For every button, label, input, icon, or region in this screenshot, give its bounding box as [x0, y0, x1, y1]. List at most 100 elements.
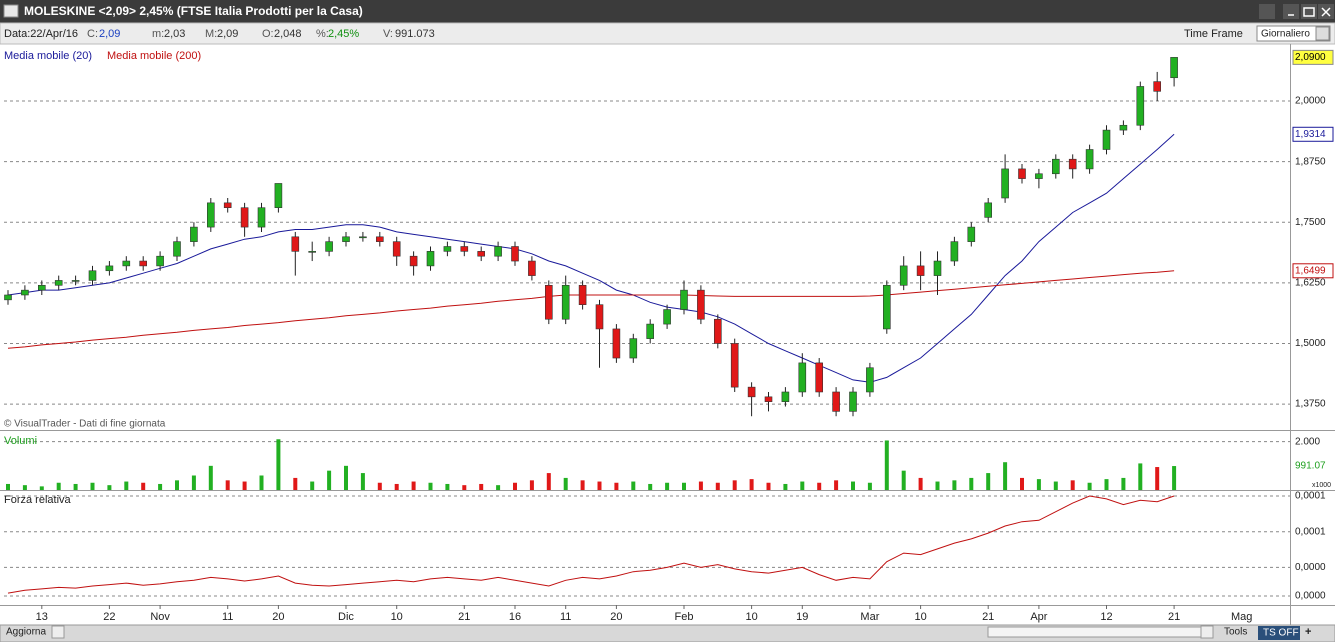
x-tick-label: 20: [610, 611, 622, 623]
volume-bar: [918, 477, 923, 490]
scroll-left[interactable]: [51, 625, 65, 639]
y-tick-label: 2.000: [1295, 436, 1320, 447]
candle-body: [426, 251, 435, 267]
x-tick-label: 10: [391, 611, 403, 623]
volume-bar: [107, 485, 112, 490]
last-value-label: 1,9314: [1295, 129, 1326, 140]
ts-button-bg: [1258, 626, 1300, 640]
candle-body: [88, 270, 97, 281]
volume-bar: [1053, 481, 1058, 490]
candle-body: [4, 294, 12, 301]
x-tick-label: 19: [796, 611, 808, 623]
time-frame-label: Time Frame: [1184, 28, 1243, 40]
volume-bar: [124, 481, 129, 490]
volume-bar: [225, 480, 230, 490]
volume-bar: [969, 477, 974, 490]
volume-bar: [141, 482, 146, 490]
volume-bar: [1138, 463, 1143, 490]
y-tick-label: 1,7500: [1295, 217, 1326, 228]
candle-body: [595, 304, 604, 330]
volume-bar: [614, 482, 619, 490]
volume-bar: [597, 481, 602, 490]
volume-bar: [698, 481, 703, 490]
legend-entry: Media mobile (20): [4, 50, 92, 62]
candle-body: [308, 251, 317, 253]
candle-body: [190, 226, 198, 242]
candle-body: [815, 362, 824, 393]
plus-button[interactable]: +: [1305, 626, 1311, 638]
info-value: 2,048: [274, 28, 302, 40]
volume-bar: [563, 477, 568, 490]
candle-body: [849, 391, 857, 412]
x-tick-label: 20: [272, 611, 284, 623]
candle-body: [325, 241, 333, 252]
info-label: C:: [87, 28, 98, 40]
unit-label: x1000: [1312, 482, 1331, 489]
ts-button[interactable]: TS OFF: [1263, 628, 1299, 639]
candle-body: [528, 260, 536, 276]
volume-bar: [1087, 482, 1092, 490]
volume-bar: [513, 482, 517, 490]
candle-body: [984, 202, 993, 218]
y-tick-label: 2,0000: [1295, 96, 1326, 107]
x-tick-label: 11: [560, 611, 571, 623]
volume-bar: [1104, 479, 1109, 490]
candle-body: [798, 362, 807, 393]
volume-bar: [631, 481, 636, 490]
x-tick-label: 16: [509, 611, 521, 623]
volume-bar: [158, 483, 163, 490]
y-tick-label: 1,5000: [1295, 338, 1326, 349]
volume-bar: [39, 486, 44, 490]
candle-body: [663, 309, 671, 325]
candle-body: [223, 202, 232, 208]
volume-bar: [901, 470, 906, 490]
y-tick-label: 0,0001: [1295, 491, 1326, 502]
volume-bar: [580, 480, 585, 490]
dropdown-arrow[interactable]: [1315, 26, 1330, 41]
volume-bar: [496, 485, 501, 490]
candle-body: [697, 289, 705, 320]
tools-button[interactable]: Tools: [1224, 627, 1247, 638]
candle-body: [747, 386, 756, 398]
candle-body: [291, 236, 300, 252]
info-label: O:: [262, 28, 274, 40]
info-date: Data:22/Apr/16: [4, 28, 78, 40]
candle-body: [240, 207, 249, 228]
volume-bar: [411, 481, 416, 490]
relative-strength-line: [7, 495, 1175, 594]
volume-bar: [428, 482, 433, 490]
candle-body: [122, 260, 131, 267]
candle-body: [1068, 158, 1077, 170]
moving-average-line: [7, 270, 1175, 349]
tool-button[interactable]: [1259, 4, 1275, 19]
candle-body: [1102, 129, 1111, 150]
candle-body: [832, 391, 840, 412]
x-tick-label: Dic: [338, 611, 354, 623]
info-label: m:: [152, 28, 164, 40]
time-frame-select[interactable]: [1256, 25, 1331, 42]
annotation: © VisualTrader - Dati di fine giornata: [4, 419, 166, 430]
minimize-button[interactable]: [1283, 4, 1299, 19]
candle-body: [866, 367, 874, 393]
scroll-thumb[interactable]: [987, 626, 1214, 638]
candle-body: [443, 246, 452, 252]
scroll-right[interactable]: [1200, 625, 1214, 639]
candle-body: [1035, 173, 1043, 179]
candle-body: [1018, 168, 1026, 179]
volume-bar: [377, 482, 382, 490]
volume-bar: [327, 470, 332, 490]
last-value-box: [1292, 49, 1334, 65]
candle-body: [494, 246, 502, 257]
info-label: M:: [205, 28, 217, 40]
refresh-button[interactable]: Aggiorna: [6, 627, 46, 638]
candle-body: [342, 236, 350, 242]
volume-bar: [310, 481, 315, 490]
candle-body: [730, 343, 739, 388]
volume-bar: [73, 483, 78, 490]
candle-body: [359, 236, 367, 239]
volume-bar: [344, 465, 348, 490]
candle-body: [511, 246, 519, 262]
volume-bar: [766, 482, 771, 490]
candle-body: [460, 246, 469, 252]
